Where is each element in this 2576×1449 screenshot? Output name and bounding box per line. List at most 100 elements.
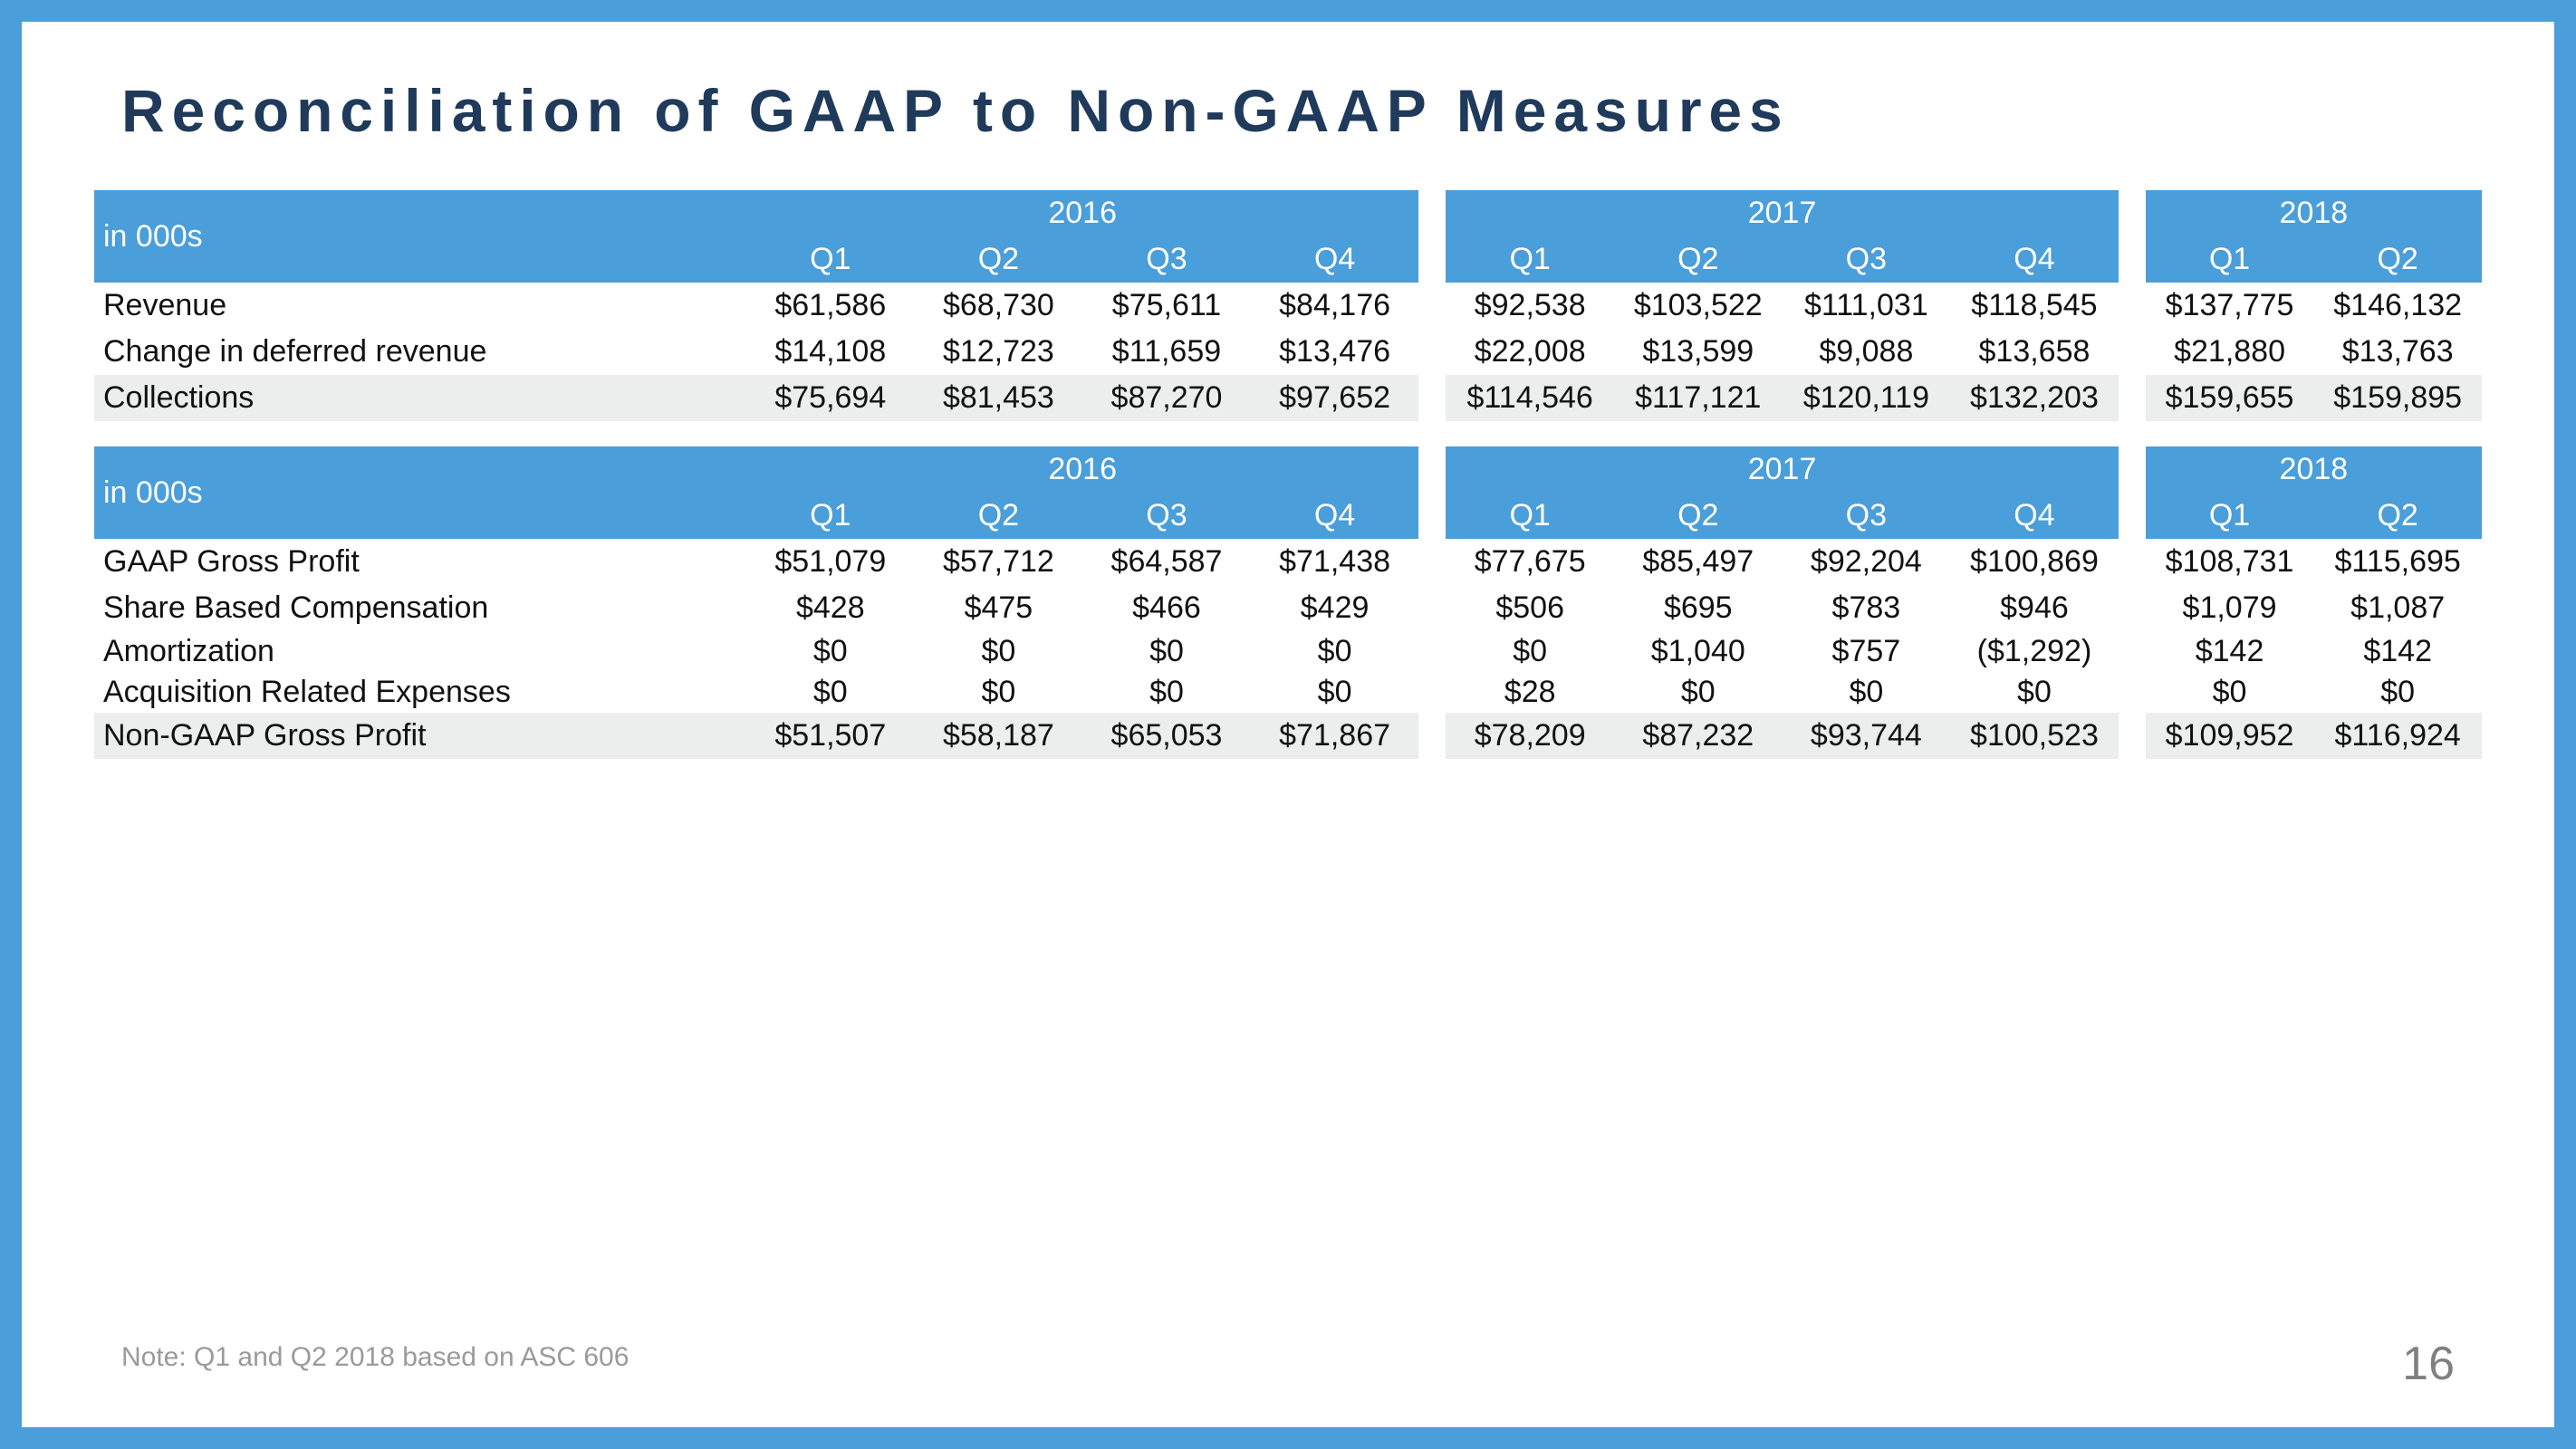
data-cell: $65,053 [1082,713,1251,759]
quarter-header: Q4 [1950,493,2119,539]
quarter-header: Q4 [1251,236,1419,283]
data-cell: $0 [1446,631,1614,672]
data-cell: $0 [746,672,915,713]
data-cell: $118,545 [1950,283,2119,329]
year-header: 2017 [1446,446,2118,493]
data-cell: $0 [746,631,915,672]
column-gap [2119,585,2146,631]
data-cell: $9,088 [1783,329,1951,375]
data-cell: $21,880 [2146,329,2314,375]
data-cell: $64,587 [1082,539,1251,585]
quarter-header: Q2 [915,493,1083,539]
data-cell: $77,675 [1446,539,1614,585]
data-cell: $0 [1251,672,1419,713]
data-cell: $75,694 [746,375,915,421]
data-cell: $120,119 [1783,375,1951,421]
data-cell: $506 [1446,585,1614,631]
column-gap [1418,631,1446,672]
data-cell: $92,204 [1783,539,1951,585]
data-cell: $132,203 [1950,375,2119,421]
table-row: Change in deferred revenue$14,108$12,723… [94,329,2482,375]
data-cell: $757 [1783,631,1951,672]
row-label: Revenue [94,283,746,329]
table-row: GAAP Gross Profit$51,079$57,712$64,587$7… [94,539,2482,585]
quarter-header: Q4 [1950,236,2119,283]
data-cell: $428 [746,585,915,631]
data-cell: $71,867 [1251,713,1419,759]
data-cell: $81,453 [915,375,1083,421]
table-row: Share Based Compensation$428$475$466$429… [94,585,2482,631]
quarter-header: Q2 [1614,236,1783,283]
data-cell: $61,586 [746,283,915,329]
data-cell: $1,079 [2146,585,2314,631]
data-cell: $84,176 [1251,283,1419,329]
quarter-header: Q1 [746,493,915,539]
data-cell: $114,546 [1446,375,1614,421]
column-gap [1418,190,1446,283]
year-header: 2016 [746,190,1418,236]
quarter-header: Q4 [1251,493,1419,539]
data-cell: $115,695 [2313,539,2482,585]
column-gap [1418,713,1446,759]
data-cell: $93,744 [1783,713,1951,759]
row-label: Amortization [94,631,746,672]
column-gap [1418,283,1446,329]
data-cell: $51,079 [746,539,915,585]
row-label: Non-GAAP Gross Profit [94,713,746,759]
page-number: 16 [2402,1337,2455,1391]
data-cell: $13,763 [2313,329,2482,375]
data-cell: $92,538 [1446,283,1614,329]
table-row: Non-GAAP Gross Profit$51,507$58,187$65,0… [94,713,2482,759]
year-header: 2018 [2146,446,2482,493]
data-cell: $13,658 [1950,329,2119,375]
column-gap [2119,190,2146,283]
column-gap [2119,713,2146,759]
data-cell: $137,775 [2146,283,2314,329]
quarter-header: Q1 [1446,493,1614,539]
quarter-header: Q1 [1446,236,1614,283]
data-cell: $0 [1614,672,1783,713]
data-cell: $142 [2146,631,2314,672]
units-label: in 000s [94,190,746,283]
data-cell: $85,497 [1614,539,1783,585]
column-gap [2119,672,2146,713]
data-cell: $0 [1082,672,1251,713]
page-title: Reconciliation of GAAP to Non-GAAP Measu… [121,76,2482,145]
data-cell: $475 [915,585,1083,631]
data-cell: $100,869 [1950,539,2119,585]
data-cell: $87,270 [1082,375,1251,421]
data-cell: $97,652 [1251,375,1419,421]
data-cell: $0 [1082,631,1251,672]
quarter-header: Q2 [1614,493,1783,539]
data-cell: $0 [1251,631,1419,672]
data-cell: $695 [1614,585,1783,631]
data-table: in 000s201620172018Q1Q2Q3Q4Q1Q2Q3Q4Q1Q2G… [94,446,2482,759]
data-cell: $159,655 [2146,375,2314,421]
year-header: 2018 [2146,190,2482,236]
quarter-header: Q2 [2313,236,2482,283]
column-gap [2119,283,2146,329]
column-gap [1418,375,1446,421]
quarter-header: Q1 [746,236,915,283]
row-label: Share Based Compensation [94,585,746,631]
column-gap [2119,631,2146,672]
quarter-header: Q3 [1783,493,1951,539]
column-gap [2119,375,2146,421]
data-cell: $103,522 [1614,283,1783,329]
quarter-header: Q2 [2313,493,2482,539]
data-cell: $22,008 [1446,329,1614,375]
data-cell: $109,952 [2146,713,2314,759]
data-cell: $87,232 [1614,713,1783,759]
column-gap [2119,329,2146,375]
data-cell: $14,108 [746,329,915,375]
data-cell: ($1,292) [1950,631,2119,672]
year-header: 2016 [746,446,1418,493]
data-cell: $111,031 [1783,283,1951,329]
data-cell: $429 [1251,585,1419,631]
data-cell: $117,121 [1614,375,1783,421]
data-cell: $57,712 [915,539,1083,585]
row-label: Change in deferred revenue [94,329,746,375]
footnote: Note: Q1 and Q2 2018 based on ASC 606 [121,1342,629,1373]
column-gap [2119,446,2146,539]
data-cell: $68,730 [915,283,1083,329]
